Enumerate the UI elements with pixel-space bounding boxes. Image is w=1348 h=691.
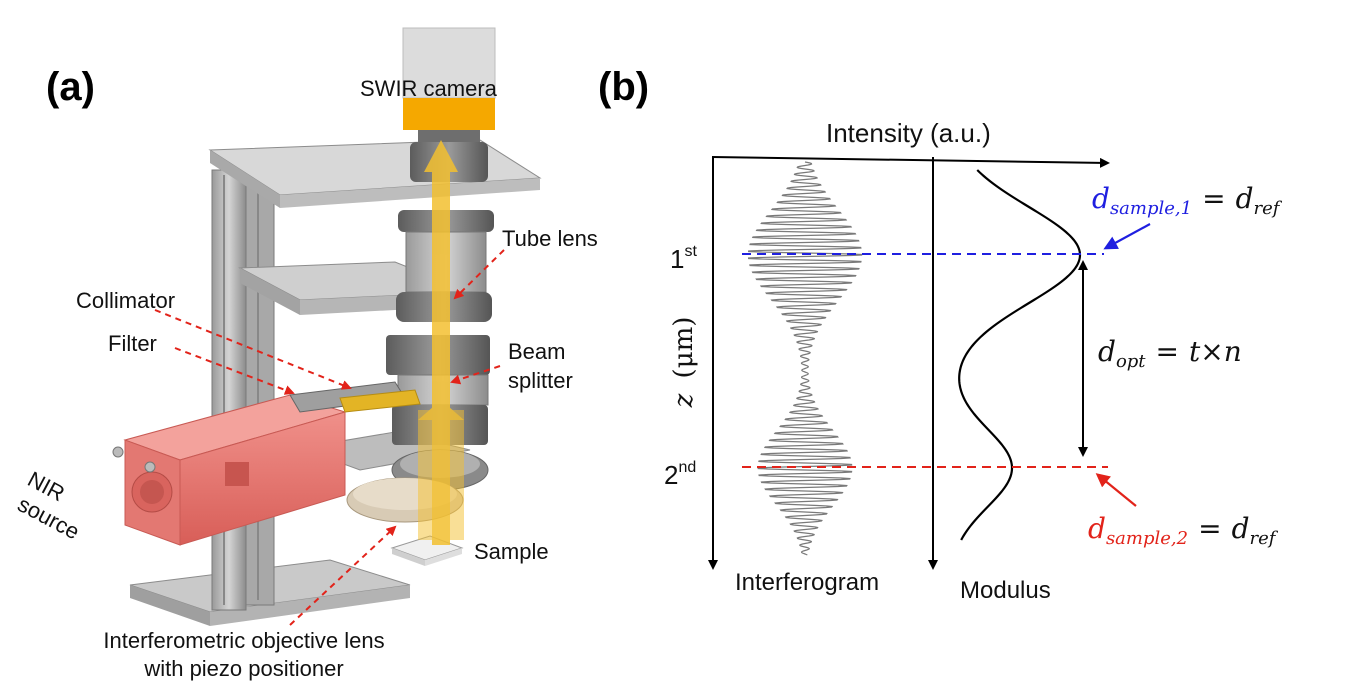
red-pointer-arrow <box>1095 473 1137 507</box>
modulus-label: Modulus <box>960 577 1051 604</box>
z-axis-label: z (μm) <box>668 317 699 409</box>
intensity-axis <box>711 156 1110 168</box>
first-surface-label: 1st <box>670 243 697 274</box>
label-swir-camera: SWIR camera <box>360 76 498 101</box>
panel-a-letter: (a) <box>46 65 95 109</box>
label-beam-splitter-2: splitter <box>508 368 573 393</box>
vertical-column <box>211 169 275 611</box>
label-objective-2: with piezo positioner <box>143 656 343 681</box>
label-collimator: Collimator <box>76 288 175 313</box>
second-surface-label: 2nd <box>664 459 696 490</box>
label-filter: Filter <box>108 331 157 356</box>
eq-sample-1: dsample,1 = dref <box>1092 182 1283 219</box>
interferogram-curve <box>747 161 863 556</box>
panel-b-letter: (b) <box>598 65 649 109</box>
modulus-curve <box>958 169 1082 541</box>
intensity-axis-label: Intensity (a.u.) <box>826 118 991 148</box>
sample-slab <box>390 535 464 566</box>
collimator-tube <box>289 381 421 413</box>
label-objective-1: Interferometric objective lens <box>103 628 384 653</box>
panel-a: (a) <box>14 27 598 681</box>
label-tube-lens: Tube lens <box>502 226 598 251</box>
beam-arrows <box>418 140 464 545</box>
swir-camera <box>402 27 496 142</box>
eq-optical: dopt = t×n <box>1098 335 1242 372</box>
label-beam-splitter-1: Beam <box>508 339 565 364</box>
panel-b: (b) Intensity (a.u.) z (μm) 1st 2nd <box>598 65 1283 604</box>
blue-pointer-arrow <box>1103 223 1151 250</box>
nir-source <box>112 394 347 546</box>
label-sample: Sample <box>474 539 549 564</box>
panel-a-labels: SWIR camera Tube lens Collimator Filter … <box>14 76 598 681</box>
eq-sample-2: dsample,2 = dref <box>1088 512 1279 549</box>
leader-lines <box>154 249 505 626</box>
interferogram-label: Interferogram <box>735 569 879 596</box>
